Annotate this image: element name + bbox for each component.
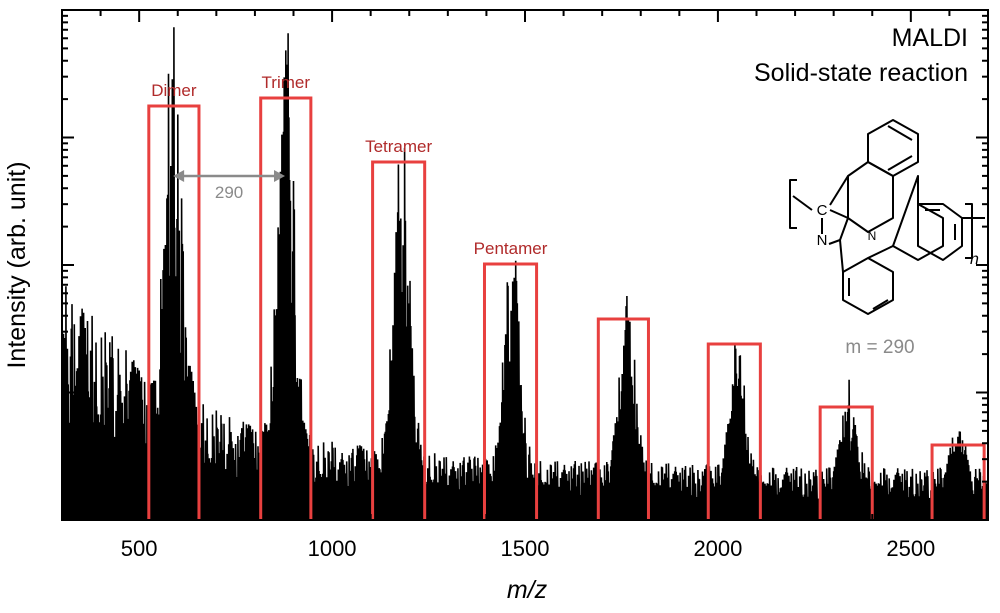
monomer-mass-label: m = 290	[845, 337, 914, 358]
structure-atom-c: C	[817, 202, 828, 219]
polymer-structure-diagram	[789, 119, 985, 315]
spacing-arrow-head-right	[274, 170, 286, 182]
x-tick-label: 2500	[886, 536, 935, 561]
window-box-1	[147, 104, 201, 520]
x-tick-label: 1000	[308, 536, 357, 561]
x-axis-label: m/z	[507, 576, 548, 604]
structure-atom-n: N	[817, 232, 828, 249]
repeat-subscript: n	[970, 251, 979, 268]
spacing-label: 290	[215, 183, 243, 202]
y-axis-label: Intensity (arb. unit)	[3, 161, 31, 368]
window-label-pentamer: Pentamer	[474, 239, 548, 258]
structure-atom-n2: N	[868, 229, 877, 243]
x-tick-label: 1500	[501, 536, 550, 561]
x-tick-label: 500	[121, 536, 158, 561]
window-box-7	[818, 405, 874, 520]
window-box-6	[706, 342, 762, 520]
window-label-trimer: Trimer	[262, 73, 311, 92]
condition-label: Solid-state reaction	[754, 59, 968, 87]
window-label-dimer: Dimer	[151, 81, 197, 100]
spectrum-trace	[61, 27, 989, 521]
x-tick-label: 2000	[693, 536, 742, 561]
window-box-5	[596, 317, 650, 520]
window-box-2	[259, 96, 313, 520]
window-box-3	[371, 160, 427, 520]
method-label: MALDI	[892, 24, 968, 52]
oligomer-windows: Dimer Trimer Tetramer Pentamer	[147, 73, 986, 520]
spectrum-layer	[61, 27, 989, 521]
repeat-spacing-arrow: 290	[173, 170, 286, 202]
window-label-tetramer: Tetramer	[365, 137, 432, 156]
window-box-4	[482, 262, 539, 520]
axes: 500 1000 1500 2000 2500 m/z Intensity (arb. un…	[3, 9, 989, 604]
spacing-arrow-head-left	[173, 170, 185, 182]
